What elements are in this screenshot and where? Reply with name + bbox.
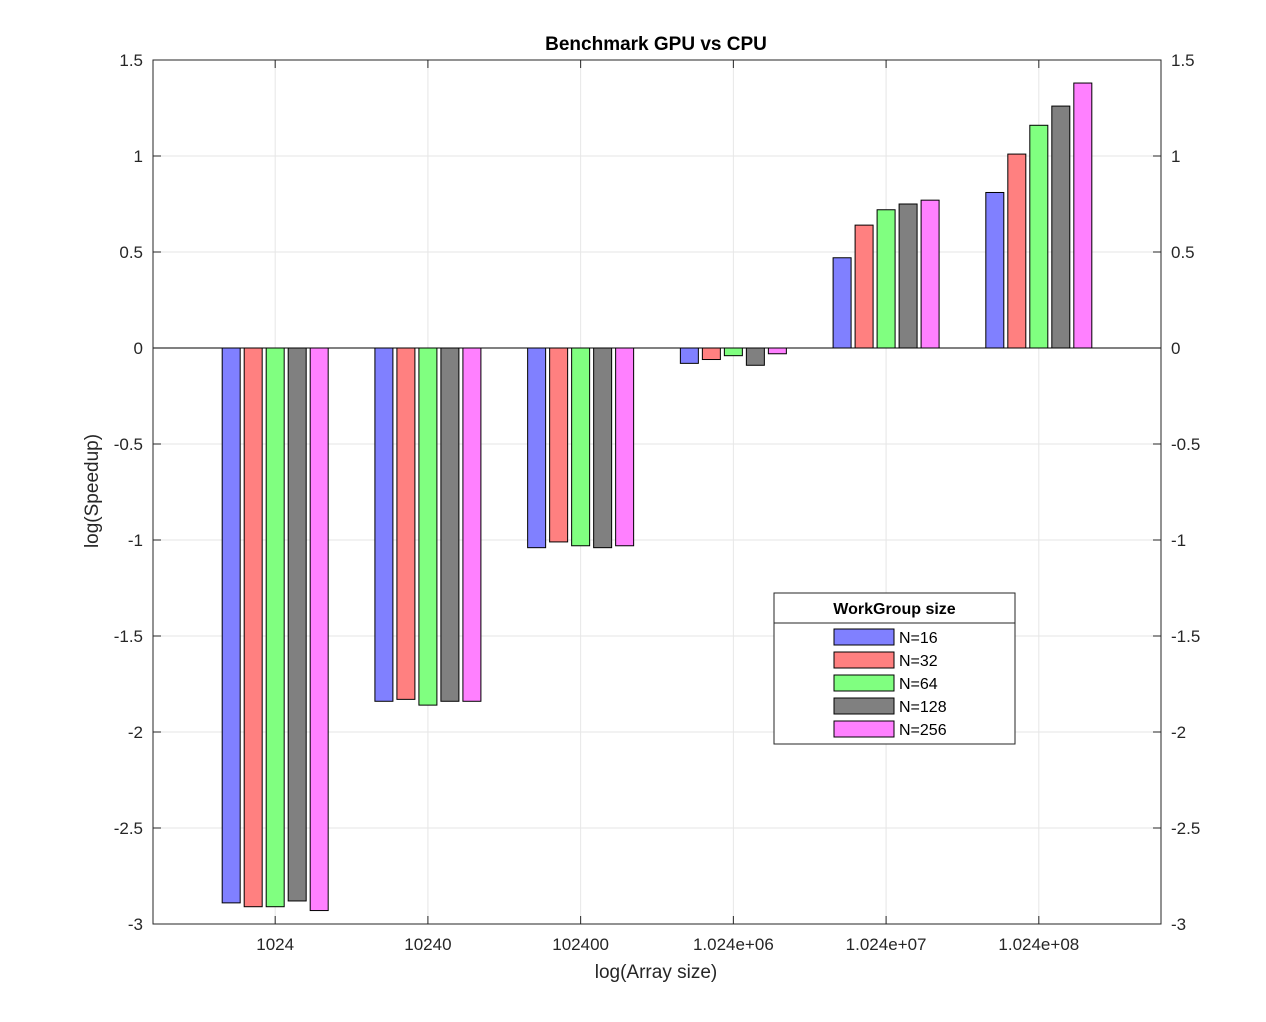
x-tick-label: 1.024e+08 [998, 935, 1079, 954]
bar-n32-4 [854, 224, 874, 349]
bar-n64-1 [418, 347, 438, 706]
x-tick-label: 10240 [404, 935, 451, 954]
legend-swatch [833, 720, 895, 738]
x-tick-label: 1.024e+06 [693, 935, 774, 954]
legend-entries: N=16 N=32 N=64 N=128 N=256 [833, 628, 947, 739]
legend: WorkGroup size N=16 N=32 N=64 N=128 N=256 [773, 592, 1016, 745]
y-tick-label-left: 0.5 [119, 243, 143, 262]
y-tick-label-right: 1 [1171, 147, 1180, 166]
x-tick-label: 102400 [552, 935, 609, 954]
y-axis-label: log(Speedup) [82, 434, 103, 548]
y-tick-label-right: -1.5 [1171, 627, 1200, 646]
bars [221, 82, 1093, 912]
bar-n16-1 [374, 347, 394, 702]
y-tick-label-left: -2 [128, 723, 143, 742]
bar-n16-0 [221, 347, 241, 904]
bar-n64-0 [265, 347, 285, 908]
bar-n32-2 [549, 347, 569, 543]
bar-n128-4 [898, 203, 918, 349]
bar-n128-3 [745, 347, 765, 366]
bar-n32-0 [243, 347, 263, 908]
y-tick-label-right: -0.5 [1171, 435, 1200, 454]
y-tick-label-left: -1 [128, 531, 143, 550]
y-tick-label-left: -2.5 [114, 819, 143, 838]
y-tick-label-left: -3 [128, 915, 143, 934]
legend-swatch [833, 628, 895, 646]
y-tick-label-right: 0 [1171, 339, 1180, 358]
legend-label: N=64 [899, 676, 938, 693]
y-tick-label-left: 1 [134, 147, 143, 166]
y-tick-label-right: -1 [1171, 531, 1186, 550]
legend-label: N=256 [899, 722, 947, 739]
y-tick-label-left: 1.5 [119, 51, 143, 70]
x-tick-label: 1.024e+07 [846, 935, 927, 954]
bar-n64-4 [876, 209, 896, 349]
x-axis-label: log(Array size) [595, 962, 717, 983]
y-tick-label-left: -1.5 [114, 627, 143, 646]
bar-n16-3 [679, 347, 699, 364]
bar-n32-1 [396, 347, 416, 700]
legend-label: N=16 [899, 630, 938, 647]
y-tick-label-left: 0 [134, 339, 143, 358]
bar-n64-3 [723, 347, 743, 357]
bar-n256-2 [615, 347, 635, 547]
bar-n256-1 [462, 347, 482, 702]
bar-n256-5 [1073, 82, 1093, 349]
bar-n128-2 [593, 347, 613, 549]
bar-n128-5 [1051, 105, 1071, 349]
x-tick-label: 1024 [256, 935, 294, 954]
bar-n64-2 [571, 347, 591, 547]
plot-frame [152, 59, 1162, 925]
y-tick-label-right: -2 [1171, 723, 1186, 742]
bar-n32-3 [701, 347, 721, 361]
bar-n64-5 [1029, 124, 1049, 349]
bar-n256-3 [767, 347, 787, 355]
bar-n128-1 [440, 347, 460, 702]
bar-n16-4 [832, 257, 852, 349]
y-tick-label-right: -3 [1171, 915, 1186, 934]
bar-n256-4 [920, 199, 940, 349]
bar-n16-2 [527, 347, 547, 549]
legend-swatch [833, 651, 895, 669]
y-tick-label-right: 1.5 [1171, 51, 1195, 70]
legend-title: WorkGroup size [833, 601, 955, 618]
legend-swatch [833, 697, 895, 715]
y-tick-label-right: 0.5 [1171, 243, 1195, 262]
y-tick-label-right: -2.5 [1171, 819, 1200, 838]
axes: -3 -3 -2.5 -2.5 -2 -2 -1.5 -1.5 -1 -1 -0.5 -0.5 0 0 0.… [114, 51, 1201, 954]
bar-n256-0 [309, 347, 329, 912]
chart-title: Benchmark GPU vs CPU [545, 34, 767, 55]
legend-label: N=32 [899, 653, 938, 670]
y-tick-label-left: -0.5 [114, 435, 143, 454]
bar-n32-5 [1007, 153, 1027, 349]
bar-n16-5 [985, 191, 1005, 349]
legend-swatch [833, 674, 895, 692]
legend-label: N=128 [899, 699, 947, 716]
bar-n128-0 [287, 347, 307, 902]
